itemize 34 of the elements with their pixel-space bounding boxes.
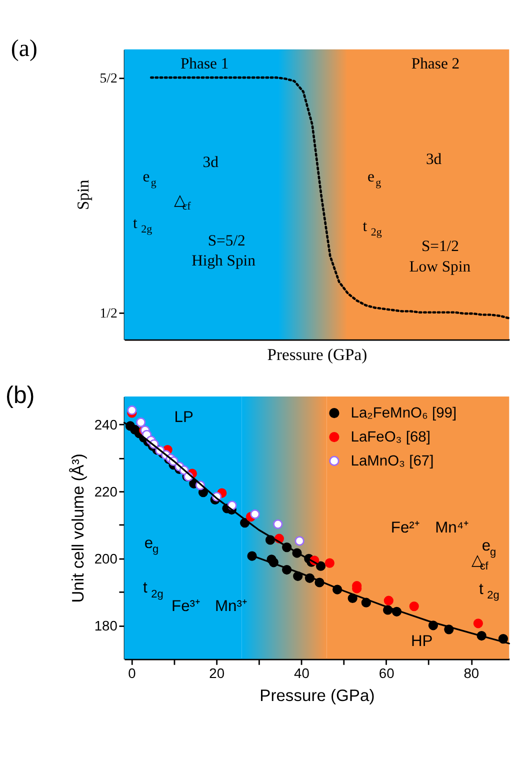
annotation: Mn³⁺ — [215, 598, 247, 616]
x-tick-label: 80 — [464, 664, 480, 681]
x-tick-label: 40 — [294, 664, 310, 681]
y-axis-title: Unit cell volume (Å³) — [68, 454, 88, 603]
annotation: Phase 2 — [411, 55, 460, 72]
y-tick-label: 220 — [94, 483, 118, 500]
chart-title: (a) — [10, 36, 38, 62]
x-tick-label: 0 — [128, 664, 136, 681]
annotation: 3d — [202, 154, 219, 172]
annotation: Fe³⁺ — [172, 598, 200, 616]
y-tick-label: 200 — [94, 550, 118, 566]
x-axis-title: Pressure (GPa) — [267, 345, 368, 364]
annotation: S=5/2 — [208, 232, 246, 250]
annotation: Phase 1 — [180, 55, 229, 72]
annotation: Low Spin — [409, 258, 471, 276]
annotation: HP — [410, 633, 433, 650]
legend-label: LaMnO₃ [67] — [350, 454, 434, 470]
annotation: 3d — [426, 151, 442, 168]
y-tick-label: 1/2 — [100, 305, 118, 320]
x-tick-label: 20 — [209, 664, 225, 681]
chart-title: (b) — [6, 382, 35, 409]
y-tick-label: 5/2 — [100, 70, 118, 86]
annotation: S=1/2 — [421, 238, 459, 256]
annotation: LP — [174, 408, 194, 426]
annotation: Fe²⁺ — [390, 519, 420, 536]
y-tick-label: 240 — [94, 416, 118, 432]
y-axis-title: Spin — [74, 178, 93, 210]
annotation: Mn⁴⁺ — [435, 519, 469, 536]
legend-label: LaFeO₃ [68] — [350, 430, 430, 446]
legend-label: La₂FeMnO₆ [99] — [350, 406, 457, 422]
x-axis-title: Pressure (GPa) — [260, 686, 375, 705]
annotation: High Spin — [192, 252, 256, 270]
x-tick-label: 60 — [378, 664, 395, 681]
y-tick-label: 180 — [94, 617, 118, 634]
